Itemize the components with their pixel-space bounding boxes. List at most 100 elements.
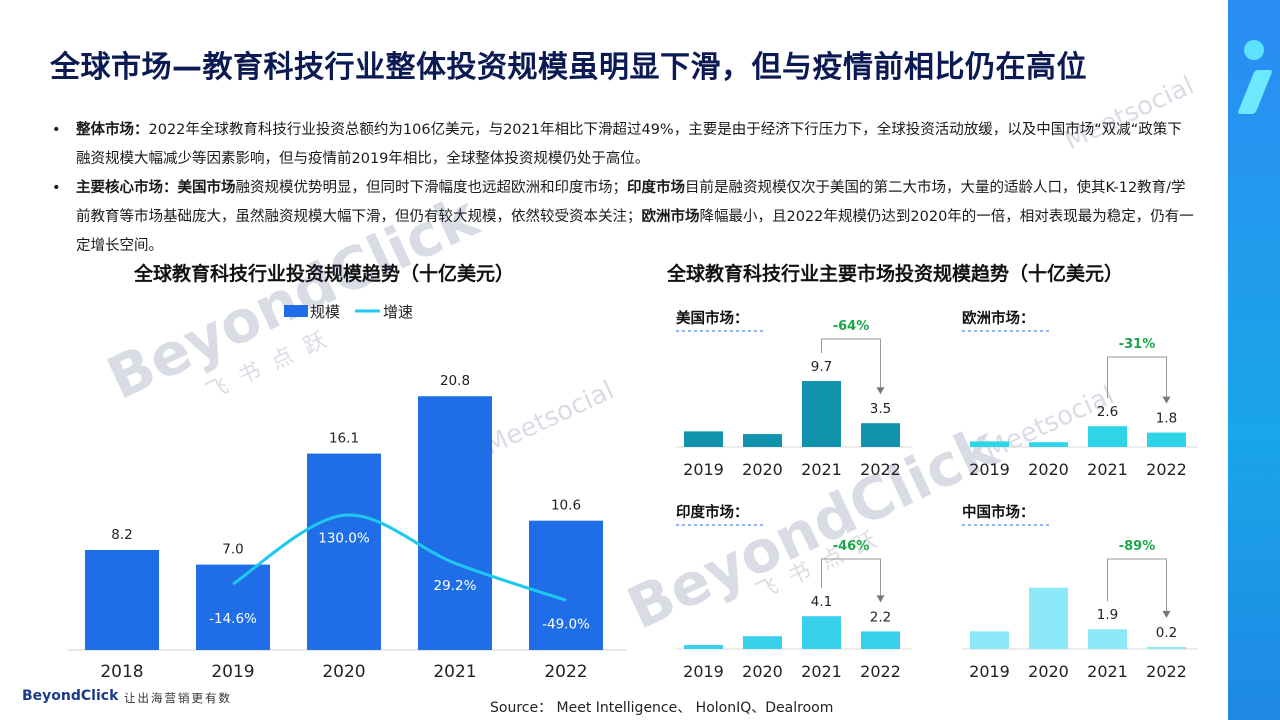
source-note: Source： Meet Intelligence、 HolonIQ、Dealr… (490, 700, 834, 716)
market-x-tick: 2021 (801, 460, 842, 479)
market-x-tick: 2021 (801, 662, 842, 681)
market-x-tick: 2020 (742, 460, 783, 479)
market-x-tick: 2022 (860, 662, 901, 681)
change-label-eu: -31% (1119, 337, 1156, 352)
market-bar-in-2019 (684, 645, 723, 649)
europe-market-keyword: 欧洲市场 (641, 209, 700, 225)
global-bar-label-2019: 7.0 (222, 542, 243, 558)
market-value-label: 0.2 (1156, 625, 1177, 641)
market-bar-us-2019 (684, 431, 723, 447)
watermark-meetsocial: Meetsocial (480, 376, 618, 462)
bullet-overall-market: 整体市场：2022年全球教育科技行业投资总额约为106亿美元，与2021年相比下… (52, 116, 1194, 174)
legend-label-scale: 规模 (310, 303, 340, 321)
growth-label-2021: 29.2% (434, 578, 477, 594)
market-bar-in-2020 (743, 636, 782, 649)
global-x-tick-2022: 2022 (544, 662, 587, 682)
global-bar-2019 (196, 564, 270, 650)
brand-dot-decoration (1244, 40, 1264, 60)
market-x-tick: 2022 (860, 460, 901, 479)
market-bar-cn-2019 (970, 631, 1009, 649)
market-x-tick: 2019 (683, 460, 724, 479)
market-bar-in-2022 (861, 631, 900, 649)
market-value-label: 2.2 (870, 609, 891, 625)
growth-label-2019: -14.6% (209, 611, 257, 627)
global-x-tick-2019: 2019 (211, 662, 254, 682)
bullet-text: 2022年全球教育科技行业投资总额约为106亿美元，与2021年相比下滑超过49… (76, 122, 1182, 167)
page-title: 全球市场—教育科技行业整体投资规模虽明显下滑，但与疫情前相比仍在高位 (50, 50, 1087, 85)
market-x-tick: 2019 (969, 662, 1010, 681)
change-arrowhead (876, 387, 885, 395)
market-value-label: 9.7 (811, 359, 832, 375)
market-x-tick: 2022 (1146, 662, 1187, 681)
market-bar-eu-2022 (1147, 432, 1186, 447)
summary-bullets: 整体市场：2022年全球教育科技行业投资总额约为106亿美元，与2021年相比下… (52, 116, 1194, 261)
watermark-meetsocial: Meetsocial (980, 381, 1118, 467)
change-bracket-in (821, 558, 881, 602)
change-bracket-cn (1107, 558, 1167, 617)
change-label-us: -64% (833, 319, 870, 334)
change-arrowhead (1162, 610, 1171, 618)
change-bracket-us (821, 338, 881, 394)
change-bracket-eu (1107, 356, 1167, 403)
global-bar-label-2022: 10.6 (551, 498, 581, 514)
bullet-text: 降幅最小，且2022年规模仍达到2020年的一倍，相对表现最为稳定，仍有一定增长… (76, 209, 1194, 254)
legend-swatch-scale (284, 305, 308, 317)
watermark-beyondclick: BeyondClick (617, 412, 1009, 643)
market-title-us: 美国市场： (676, 309, 749, 327)
bullet-label: 主要核心市场： (76, 180, 178, 196)
global-bar-2021 (418, 396, 492, 650)
market-bar-cn-2022 (1147, 646, 1186, 649)
market-value-label: 3.5 (870, 401, 891, 417)
charts-canvas: BeyondClickBeyondClick飞书点跃飞书点跃Meetsocial… (68, 71, 1199, 682)
market-x-tick: 2021 (1087, 460, 1128, 479)
bullet-text: 目前是融资规模仅次于美国的第二大市场，大量的适龄人口，使其K-12教育/学前教育… (76, 180, 1186, 225)
change-label-cn: -89% (1119, 539, 1156, 554)
market-value-label: 1.8 (1156, 411, 1177, 427)
bullet-label: 整体市场： (76, 122, 149, 138)
market-x-tick: 2020 (1028, 460, 1069, 479)
market-bar-cn-2020 (1029, 587, 1068, 649)
market-bar-in-2021 (802, 616, 841, 649)
watermark-feishu: 飞书点跃 (752, 522, 893, 606)
bullet-core-markets: 主要核心市场：美国市场融资规模优势明显，但同时下滑幅度也远超欧洲和印度市场；印度… (52, 174, 1194, 261)
market-bar-us-2022 (861, 423, 900, 447)
market-value-label: 2.6 (1097, 404, 1118, 420)
bullet-text: 融资规模优势明显，但同时下滑幅度也远超欧洲和印度市场； (235, 180, 628, 196)
right-chart-title: 全球教育科技行业主要市场投资规模趋势（十亿美元） (667, 263, 1124, 285)
change-arrowhead (876, 595, 885, 603)
global-bar-2018 (85, 549, 159, 650)
left-chart-title: 全球教育科技行业投资规模趋势（十亿美元） (134, 263, 515, 285)
growth-label-2022: -49.0% (542, 616, 590, 632)
market-value-label: 1.9 (1097, 607, 1118, 623)
chart-layer: 8.2 2018 7.0 2019 16.1 2020 20.8 2021 10.6 2022 -1… (68, 303, 1198, 682)
change-label-in: -46% (833, 539, 870, 554)
global-bar-label-2021: 20.8 (440, 373, 470, 389)
right-accent-bar (1228, 0, 1280, 720)
market-x-tick: 2020 (742, 662, 783, 681)
market-bar-eu-2019 (970, 441, 1009, 447)
market-title-in: 印度市场： (676, 503, 749, 521)
market-x-tick: 2020 (1028, 662, 1069, 681)
market-value-label: 4.1 (811, 594, 832, 610)
watermark-feishu: 飞书点跃 (202, 322, 343, 406)
market-bar-eu-2020 (1029, 442, 1068, 447)
global-x-tick-2021: 2021 (433, 662, 476, 682)
market-bar-cn-2021 (1088, 629, 1127, 649)
global-bar-label-2018: 8.2 (111, 527, 132, 543)
footer-slogan: 让出海营销更有数 (124, 691, 232, 705)
market-x-tick: 2019 (969, 460, 1010, 479)
market-bar-eu-2021 (1088, 426, 1127, 447)
market-bar-us-2021 (802, 381, 841, 447)
india-market-keyword: 印度市场 (627, 180, 685, 196)
market-x-tick: 2021 (1087, 662, 1128, 681)
global-bar-2020 (307, 453, 381, 650)
global-bar-2022 (529, 520, 603, 650)
global-bar-label-2020: 16.1 (329, 431, 359, 447)
change-arrowhead (1162, 396, 1171, 404)
growth-rate-line (232, 513, 567, 602)
global-x-tick-2018: 2018 (100, 662, 143, 682)
market-x-tick: 2019 (683, 662, 724, 681)
footer-logo: BeyondClick (22, 688, 119, 704)
market-bar-us-2020 (743, 434, 782, 447)
legend-label-growth: 增速 (383, 303, 413, 321)
